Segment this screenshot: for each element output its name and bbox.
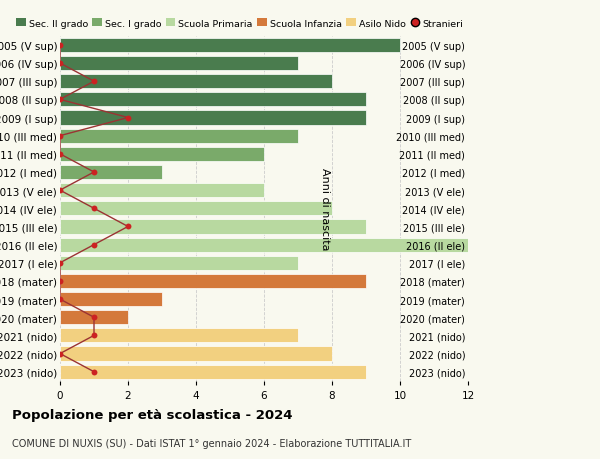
Legend: Sec. II grado, Sec. I grado, Scuola Primaria, Scuola Infanzia, Asilo Nido, Stran: Sec. II grado, Sec. I grado, Scuola Prim… xyxy=(16,19,463,28)
Point xyxy=(55,151,65,158)
Point xyxy=(123,223,133,230)
Text: Popolazione per età scolastica - 2024: Popolazione per età scolastica - 2024 xyxy=(12,409,293,421)
Point xyxy=(55,278,65,285)
Bar xyxy=(60,256,298,270)
Bar xyxy=(60,220,366,234)
Bar xyxy=(60,93,366,107)
Point xyxy=(55,60,65,67)
Bar xyxy=(60,129,298,143)
Bar xyxy=(60,166,162,179)
Bar xyxy=(60,39,400,53)
Bar xyxy=(60,329,298,343)
Point xyxy=(123,115,133,122)
Point xyxy=(89,314,99,321)
Bar xyxy=(60,365,366,379)
Point xyxy=(55,133,65,140)
Bar xyxy=(60,347,332,361)
Bar xyxy=(60,292,162,307)
Bar xyxy=(60,184,264,198)
Point xyxy=(55,187,65,195)
Point xyxy=(89,169,99,176)
Y-axis label: Anni di nascita: Anni di nascita xyxy=(320,168,330,250)
Bar xyxy=(60,57,298,71)
Bar xyxy=(60,274,366,288)
Bar xyxy=(60,238,502,252)
Point xyxy=(55,350,65,358)
Text: COMUNE DI NUXIS (SU) - Dati ISTAT 1° gennaio 2024 - Elaborazione TUTTITALIA.IT: COMUNE DI NUXIS (SU) - Dati ISTAT 1° gen… xyxy=(12,438,411,448)
Bar xyxy=(60,75,332,89)
Point xyxy=(89,205,99,213)
Bar xyxy=(60,310,128,325)
Point xyxy=(55,259,65,267)
Point xyxy=(89,332,99,339)
Bar xyxy=(60,202,332,216)
Bar xyxy=(60,111,366,125)
Point xyxy=(55,96,65,104)
Point xyxy=(89,241,99,249)
Point xyxy=(89,368,99,375)
Point xyxy=(55,42,65,50)
Point xyxy=(89,78,99,86)
Point xyxy=(55,296,65,303)
Bar xyxy=(60,147,264,162)
